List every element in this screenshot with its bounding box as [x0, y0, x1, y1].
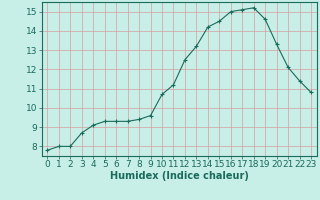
X-axis label: Humidex (Indice chaleur): Humidex (Indice chaleur)	[110, 171, 249, 181]
